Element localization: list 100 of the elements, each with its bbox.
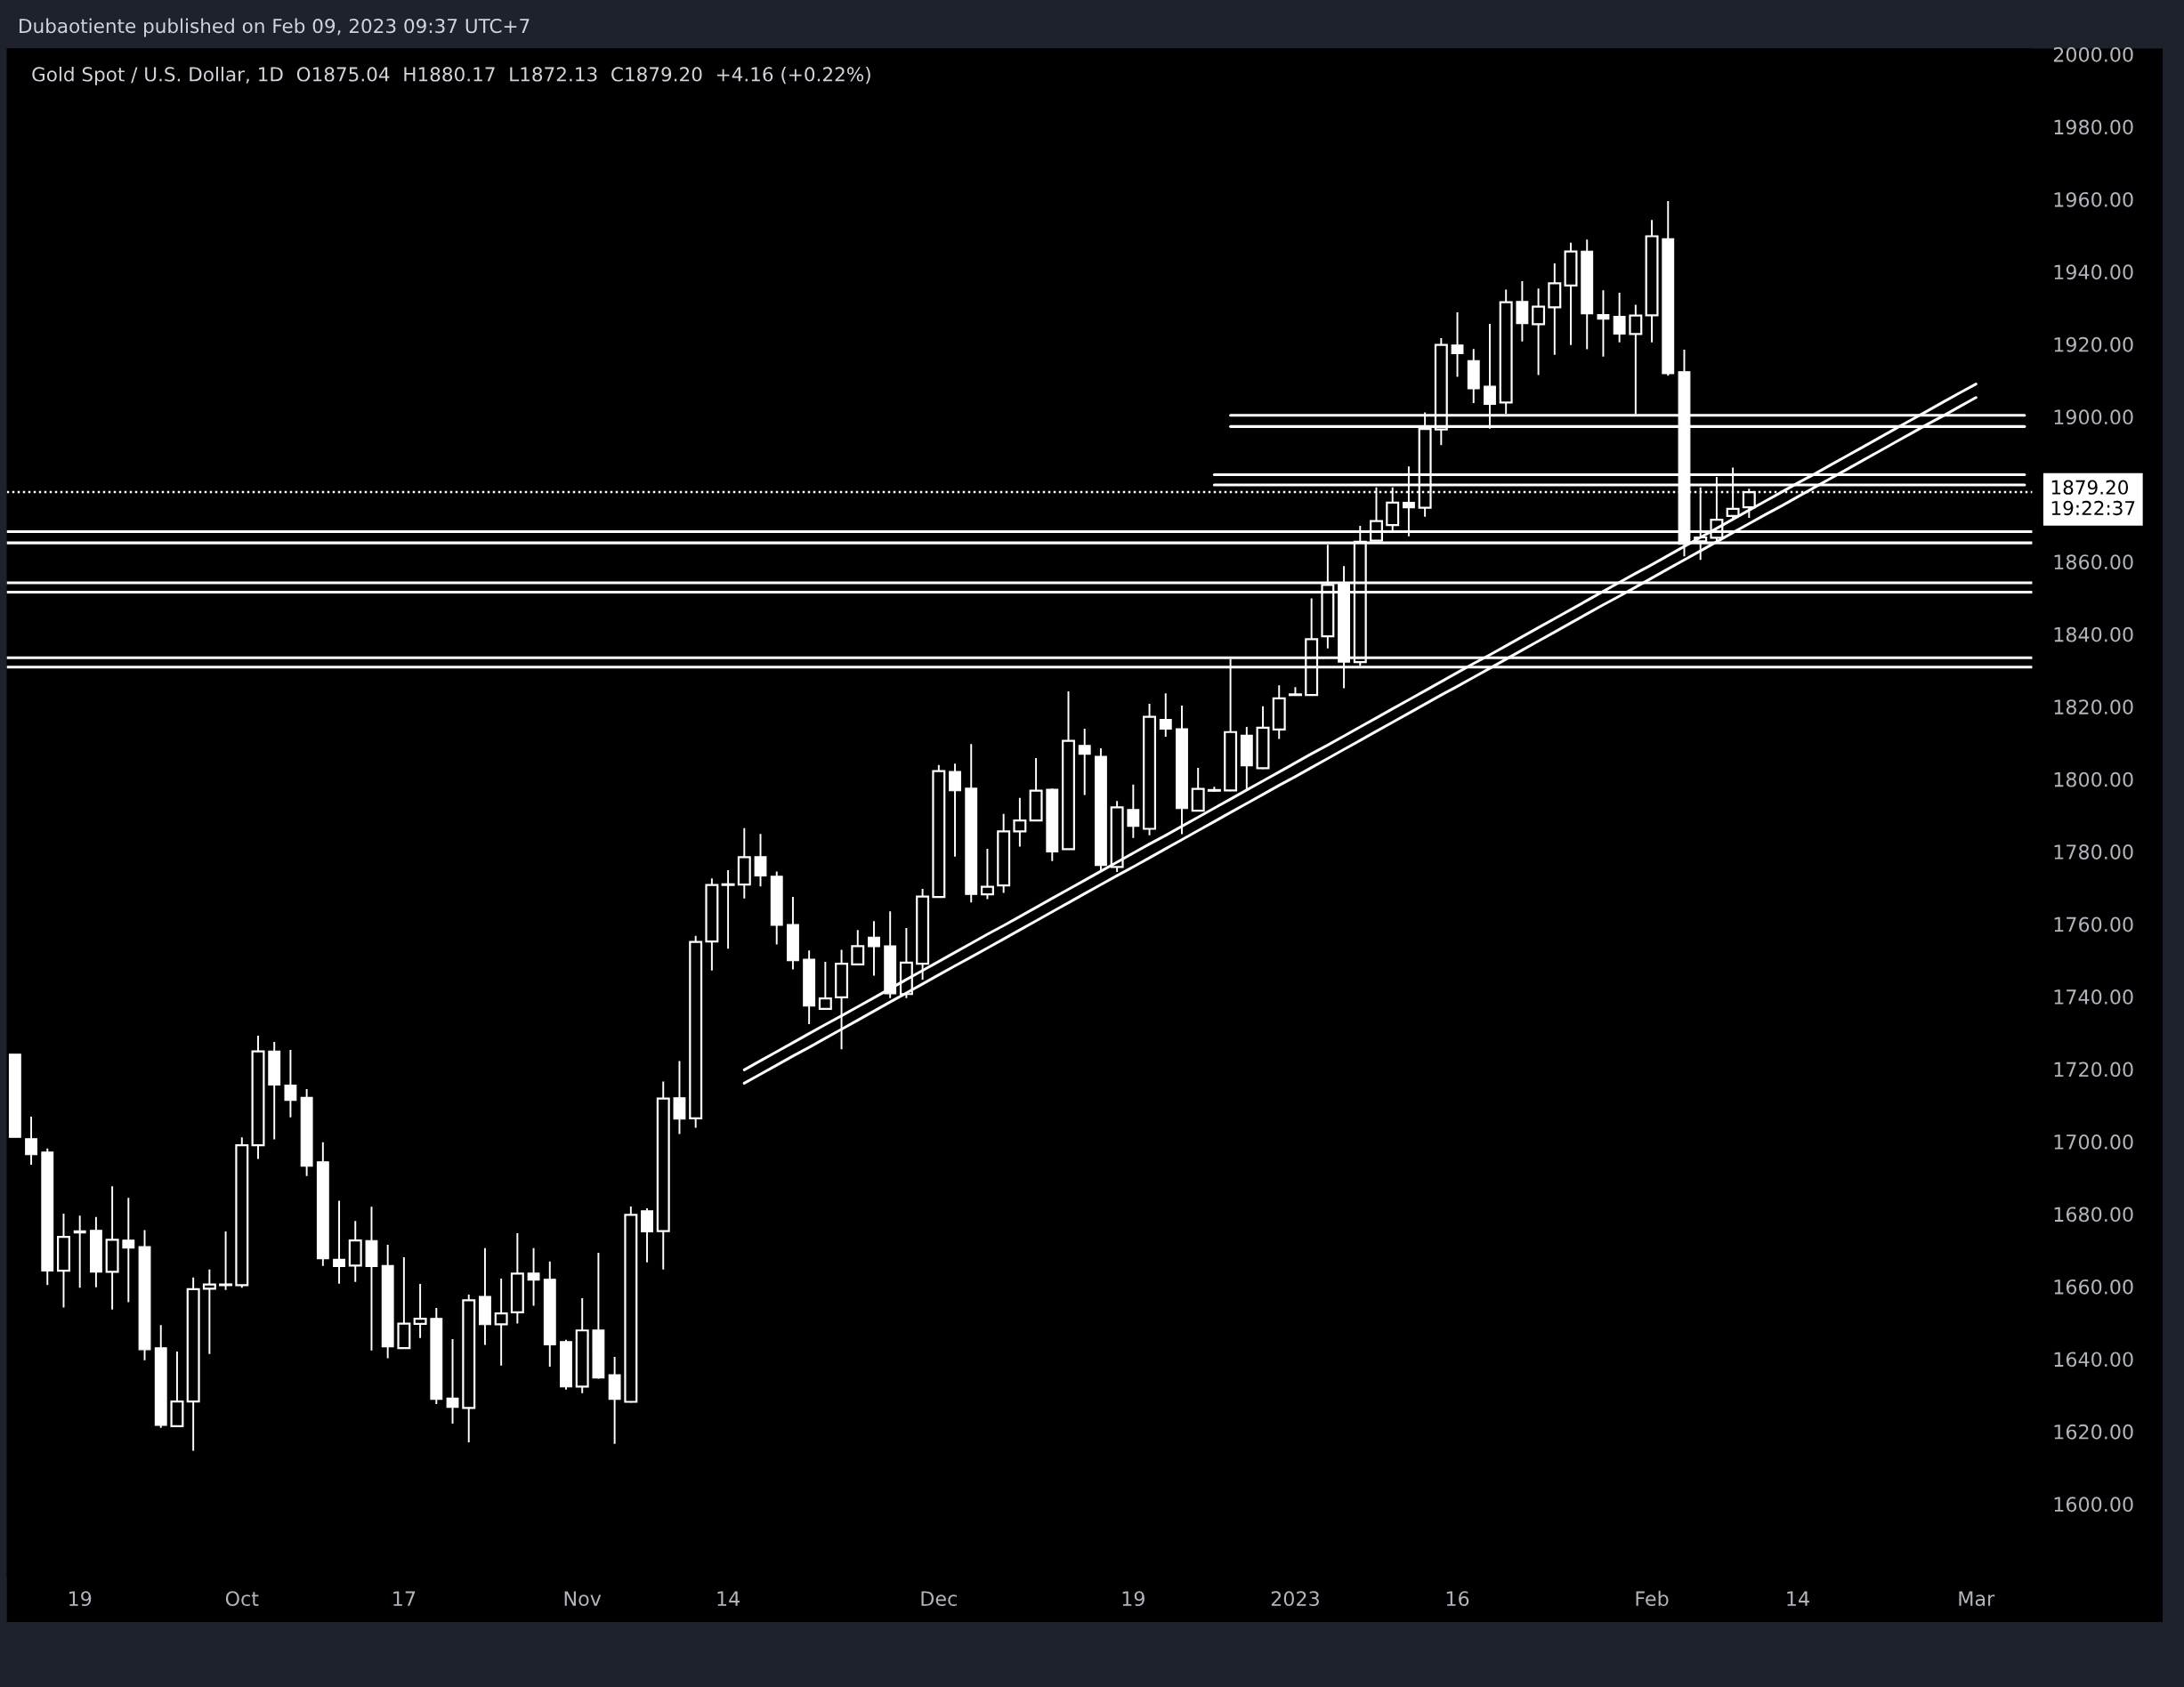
y-tick-label: 1900.00 (2054, 409, 2133, 425)
candlestick (1078, 728, 1091, 796)
candlestick (1581, 238, 1594, 351)
y-tick-label: 1660.00 (2054, 1279, 2133, 1295)
candlestick (754, 833, 767, 888)
candlestick (1256, 705, 1270, 770)
candlestick (916, 888, 930, 981)
candlestick (884, 910, 897, 999)
candlestick (186, 1276, 200, 1452)
y-tick-label: 1760.00 (2054, 916, 2133, 932)
chart-subtitle: Dubaotiente published on Feb 09, 2023 09:37 UTC+7 (20, 18, 530, 37)
candlestick (105, 1185, 119, 1311)
candlestick (787, 896, 799, 971)
y-tick-label: 1740.00 (2054, 989, 2133, 1005)
candlestick (1597, 289, 1610, 358)
candlestick (365, 1206, 378, 1352)
candlestick (1127, 783, 1140, 839)
candlestick (1645, 219, 1659, 343)
x-tick-label: 14 (717, 1591, 740, 1606)
y-tick-label: 1920.00 (2054, 336, 2133, 352)
candlestick (510, 1232, 524, 1325)
candlestick (1176, 705, 1188, 835)
text: Gold Spot / U.S. Dollar, 1D O1875.04 H1880.17 L1872.13 C1879.20 +4.16 (+0.22%) (32, 66, 870, 85)
candlestick (980, 847, 994, 900)
y-tick-label: 1620.00 (2054, 1424, 2133, 1440)
candlestick (527, 1247, 540, 1307)
candlestick (656, 1080, 670, 1271)
candlestick (1532, 287, 1546, 376)
y-tick-label: 1780.00 (2054, 844, 2133, 860)
candlestick (300, 1088, 313, 1177)
candlestick (721, 868, 735, 950)
candlestick (381, 1244, 394, 1360)
candlestick (1548, 262, 1562, 356)
candlestick (138, 1229, 151, 1361)
candlestick (770, 870, 783, 946)
candlestick (851, 929, 865, 965)
ref-line-label: 1879.20 19:22:37 (2051, 480, 2135, 516)
candlestick (284, 1049, 297, 1118)
candlestick (462, 1293, 476, 1444)
candlestick (413, 1283, 427, 1339)
x-tick-label: 16 (1446, 1591, 1469, 1607)
candlestick (575, 1297, 589, 1394)
candlestick (1742, 488, 1756, 519)
candlestick (268, 1041, 281, 1141)
candlestick (592, 1252, 605, 1379)
x-tick-label: Oct (225, 1591, 259, 1607)
y-tick-label: 1800.00 (2054, 771, 2133, 787)
x-tick-label: 19 (1122, 1591, 1145, 1607)
candlestick (479, 1247, 491, 1346)
candlestick (949, 763, 961, 858)
y-tick-label: 1860.00 (2054, 554, 2133, 570)
candlestick (25, 1115, 37, 1166)
candlestick (1062, 690, 1075, 851)
candlestick (1467, 348, 1480, 404)
y-tick-label: 1600.00 (2054, 1497, 2133, 1513)
candlestick (608, 1356, 621, 1445)
candlestick (89, 1215, 102, 1288)
candlestick (1516, 280, 1529, 343)
x-tick-label: Dec (921, 1591, 957, 1607)
candlestick (202, 1268, 216, 1355)
candlestick (348, 1220, 362, 1283)
candlestick (122, 1197, 135, 1304)
candlestick (1240, 726, 1253, 790)
candlestick (494, 1278, 508, 1367)
candlestick (430, 1307, 443, 1405)
candlestick (1143, 703, 1157, 836)
candlestick (57, 1213, 70, 1309)
candlestick (835, 948, 849, 1051)
candlestick (1046, 788, 1059, 862)
y-tick-label: 1840.00 (2054, 626, 2133, 642)
candlestick (803, 949, 816, 1026)
y-tick-label: 1680.00 (2054, 1207, 2133, 1223)
candlestick (154, 1324, 167, 1429)
y-tick-label: 1940.00 (2054, 264, 2133, 280)
candlestick (1613, 292, 1626, 343)
x-tick-label: 14 (1787, 1591, 1809, 1606)
candlestick (705, 877, 719, 972)
candlestick (1272, 684, 1286, 740)
candlestick (333, 1199, 345, 1285)
x-tick-label: Nov (564, 1591, 602, 1607)
candlestick (543, 1260, 556, 1368)
x-tick-label: 19 (69, 1591, 92, 1607)
candlestick (1662, 200, 1675, 377)
candlestick (397, 1256, 411, 1350)
x-tick-label: Mar (1959, 1591, 1995, 1607)
candlestick (251, 1035, 265, 1160)
y-tick-label: 1720.00 (2054, 1061, 2133, 1078)
candlestick (41, 1147, 54, 1287)
candlestick (673, 1060, 686, 1135)
candlestick (1451, 311, 1464, 378)
candlestick (1191, 767, 1205, 812)
candlestick (997, 812, 1011, 894)
candlestick (1564, 241, 1578, 346)
x-tick-label: 2023 (1271, 1591, 1319, 1607)
candlestick (446, 1338, 459, 1425)
candlestick (737, 827, 751, 900)
candlestick (1029, 757, 1043, 822)
candlestick (1159, 692, 1172, 738)
candlestick (1013, 796, 1027, 848)
y-tick-label: 1820.00 (2054, 699, 2133, 714)
